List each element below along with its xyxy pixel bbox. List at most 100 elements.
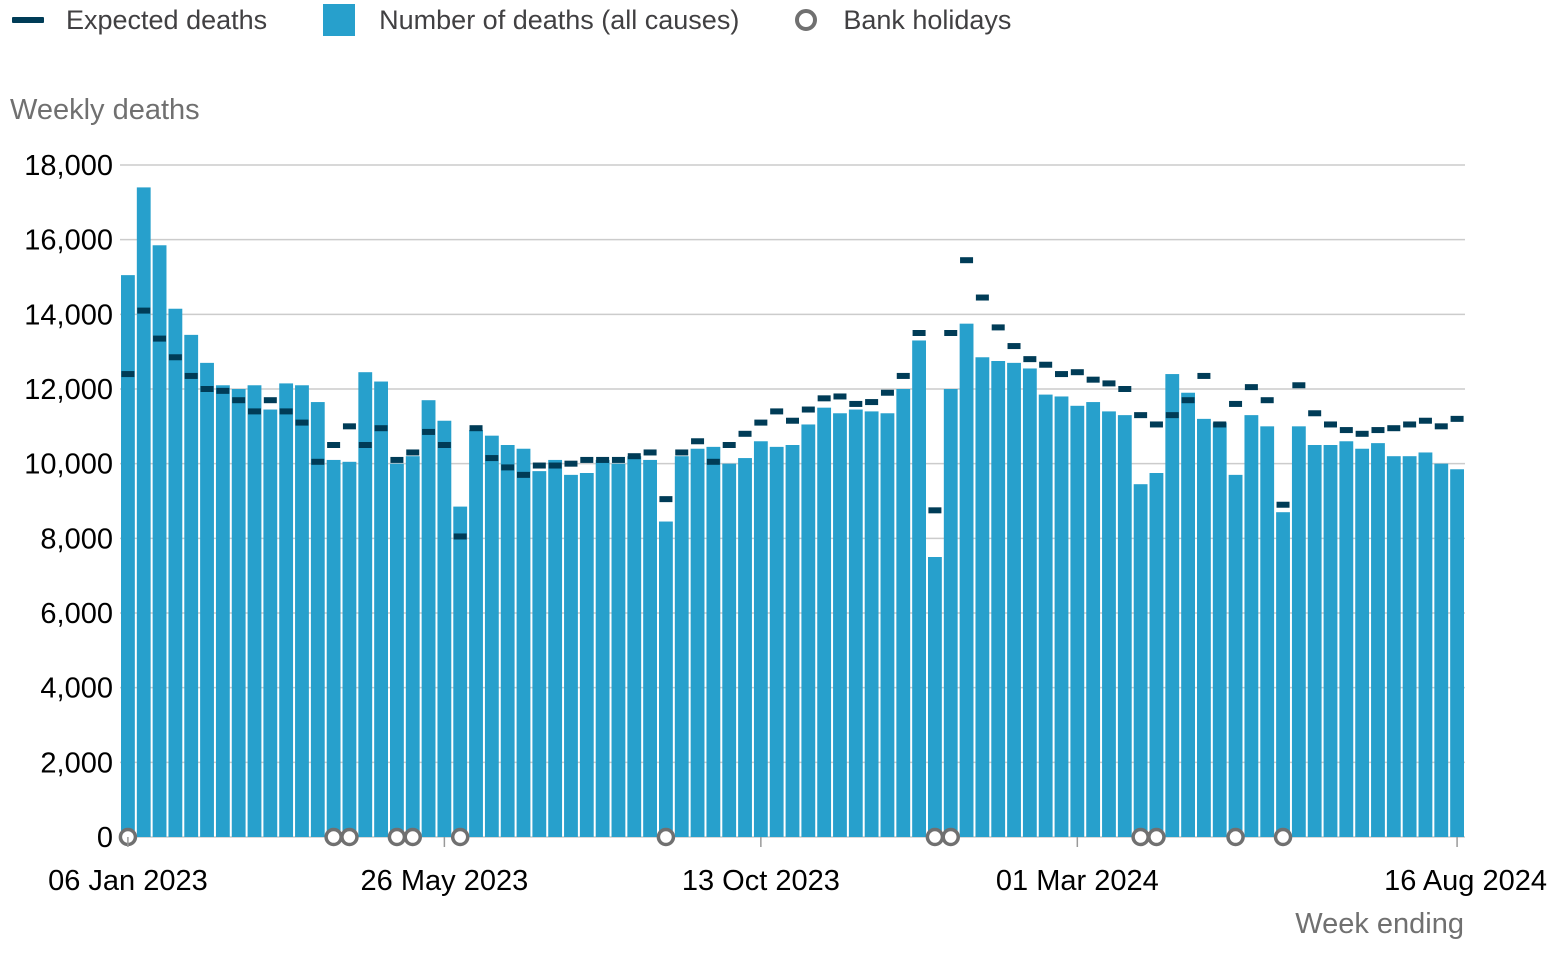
deaths-bar: [1260, 426, 1275, 837]
expected-deaths-mark: [311, 458, 325, 465]
deaths-bar: [1371, 443, 1385, 837]
deaths-bar: [548, 459, 563, 837]
deaths-bar: [1181, 392, 1195, 837]
deaths-bar: [959, 323, 974, 838]
deaths-bar: [564, 474, 578, 837]
bank-holiday-marker: [1131, 827, 1150, 847]
legend-item-number-of-deaths: Number of deaths (all causes): [323, 4, 739, 36]
expected-deaths-mark: [817, 395, 831, 402]
expected-deaths-mark: [975, 294, 989, 301]
expected-deaths-mark: [390, 456, 404, 463]
deaths-bar: [1212, 422, 1227, 837]
expected-deaths-mark: [596, 456, 610, 463]
deaths-bar: [1244, 415, 1259, 837]
deaths-bar: [912, 340, 926, 837]
expected-deaths-mark: [1039, 361, 1053, 368]
expected-deaths-mark: [232, 397, 246, 404]
deaths-bar: [706, 446, 721, 837]
expected-deaths-mark: [1134, 412, 1148, 419]
deaths-bar: [943, 389, 958, 837]
deaths-bar: [1402, 456, 1417, 837]
bank-holiday-marker: [941, 827, 960, 847]
deaths-bar: [200, 362, 214, 837]
deaths-bar: [1450, 469, 1464, 837]
deaths-bar: [1197, 418, 1211, 837]
expected-deaths-mark: [501, 464, 515, 471]
deaths-bar: [864, 411, 879, 837]
deaths-bar: [1133, 484, 1148, 837]
expected-deaths-mark: [469, 425, 483, 432]
deaths-bar: [674, 456, 689, 837]
deaths-bar: [342, 461, 357, 837]
expected-deaths-mark: [611, 456, 625, 463]
deaths-bars: [121, 187, 1464, 838]
bank-holiday-marker: [1226, 827, 1245, 847]
deaths-bar: [1022, 368, 1037, 837]
deaths-bar: [1276, 512, 1290, 837]
deaths-bar: [611, 463, 626, 837]
deaths-bar: [390, 463, 404, 837]
deaths-bar: [279, 383, 294, 837]
expected-deaths-mark: [944, 330, 958, 336]
deaths-bar: [880, 413, 895, 837]
expected-deaths-mark: [1276, 501, 1290, 508]
expected-deaths-mark: [1055, 371, 1068, 378]
bank-holiday-marker: [925, 827, 945, 847]
deaths-bar: [500, 445, 515, 837]
y-tick-label: 6,000: [40, 598, 113, 630]
expected-deaths-mark: [754, 419, 768, 426]
expected-deaths-mark: [1213, 421, 1227, 428]
deaths-bar: [975, 357, 990, 837]
expected-deaths-mark: [1229, 400, 1243, 407]
expected-deaths-mark: [1086, 376, 1100, 383]
expected-deaths-mark: [627, 453, 641, 460]
expected-deaths-mark: [184, 372, 198, 379]
deaths-bar: [516, 448, 531, 837]
deaths-bar: [168, 308, 183, 837]
bank-holiday-marker: [324, 827, 343, 847]
expected-deaths-mark: [1023, 356, 1037, 363]
deaths-bar: [817, 407, 832, 837]
expected-deaths-mark: [437, 442, 451, 448]
expected-deaths-mark: [1118, 386, 1132, 392]
expected-deaths-mark: [1371, 427, 1385, 434]
expected-deaths-mark: [263, 397, 277, 404]
deaths-bar: [1434, 463, 1449, 837]
bank-holiday-marker: [1147, 827, 1166, 847]
deaths-bar: [136, 187, 151, 837]
x-axis-ticks: 06 Jan 2023 26 May 2023 13 Oct 2023 01 Mar …: [48, 837, 1547, 897]
deaths-bar: [643, 459, 657, 837]
deaths-bar: [310, 402, 325, 837]
deaths-bar: [121, 275, 135, 838]
legend-item-expected-deaths: Expected deaths: [12, 5, 267, 36]
deaths-bar: [928, 557, 942, 837]
expected-deaths-mark: [659, 496, 673, 503]
deaths-bar: [579, 473, 594, 837]
number-of-deaths-swatch: [323, 4, 356, 36]
x-axis-label: Week ending: [1295, 908, 1464, 940]
expected-deaths-mark: [643, 449, 657, 456]
deaths-bar: [1086, 402, 1101, 837]
deaths-bar: [295, 385, 309, 837]
deaths-bar: [1054, 396, 1069, 837]
expected-deaths-mark: [801, 406, 815, 413]
expected-deaths-mark: [1244, 384, 1258, 391]
bank-holiday-marker: [403, 827, 422, 847]
y-tick-label: 8,000: [40, 523, 113, 555]
expected-deaths-mark: [358, 442, 372, 448]
expected-deaths-mark: [1292, 382, 1306, 389]
deaths-bar: [421, 400, 436, 837]
deaths-bar: [215, 385, 230, 837]
expected-deaths-mark: [1355, 430, 1369, 437]
expected-deaths-mark: [1197, 372, 1211, 379]
expected-deaths-mark: [960, 257, 974, 264]
bank-holiday-marker: [1273, 827, 1293, 847]
y-axis-ticks: 0 2,000 4,000 6,000 8,000 10,000 12,000 14,000 1…: [24, 150, 113, 854]
expected-deaths-mark: [786, 417, 799, 424]
expected-deaths-mark: [1165, 412, 1179, 419]
expected-deaths-mark: [1181, 397, 1195, 404]
bank-holiday-markers: [118, 827, 1293, 847]
deaths-bar: [738, 458, 752, 837]
expected-deaths-mark: [1308, 410, 1322, 417]
bank-holiday-swatch: [795, 9, 818, 31]
